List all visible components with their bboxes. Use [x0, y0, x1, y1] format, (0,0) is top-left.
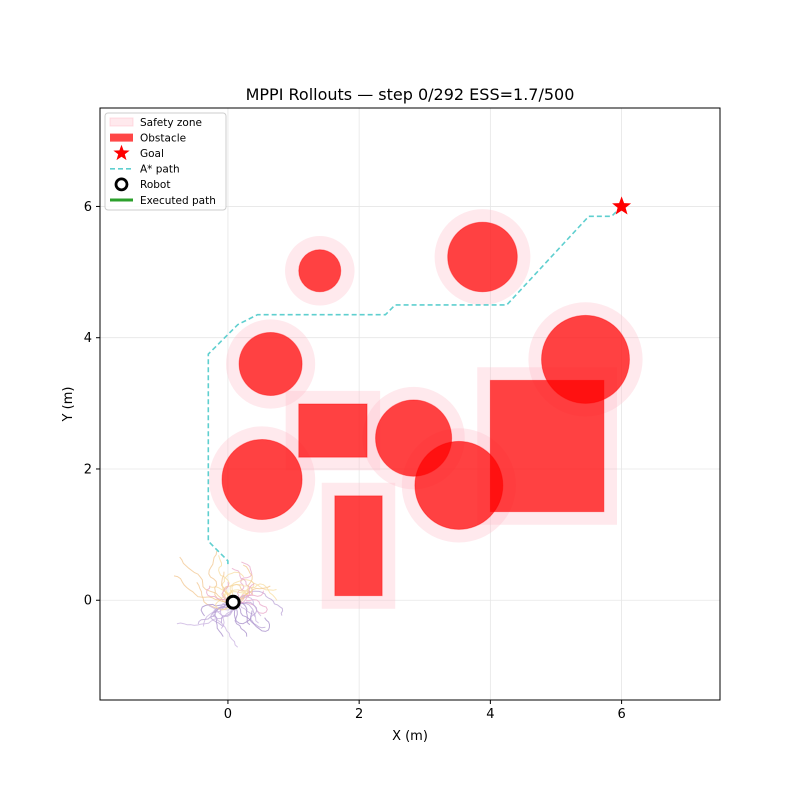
rollout-trace [229, 578, 277, 603]
plot-content [173, 196, 643, 648]
circle-obstacle [221, 438, 303, 521]
astar-path-line [207, 205, 623, 565]
axes-frame [99, 107, 721, 701]
legend-label: Goal [140, 148, 164, 160]
x-tick-label: 4 [486, 707, 494, 722]
rollout-trace [208, 551, 234, 603]
rollout-trace [215, 589, 250, 611]
rollout-trace [232, 590, 284, 616]
y-tick-label: 4 [84, 331, 92, 346]
legend-box [104, 112, 227, 211]
rect-obstacle [334, 495, 383, 597]
legend: Safety zone Obstacle Goal A* path Robot Execu… [104, 112, 227, 211]
x-tick-label: 6 [617, 707, 625, 722]
circle-obstacle [298, 249, 342, 293]
legend-swatch-goal [113, 144, 130, 161]
legend-swatch-obstacle [110, 133, 133, 142]
x-tick-label: 2 [355, 707, 363, 722]
legend-items: Safety zone Obstacle Goal A* path Robot Execu… [109, 117, 216, 207]
robot-marker [225, 594, 241, 610]
circle-obstacle [447, 221, 518, 293]
circle-obstacle [238, 331, 303, 396]
y-axis-label: Y (m) [61, 387, 76, 423]
y-tick-label: 6 [84, 200, 92, 215]
x-axis-label: X (m) [392, 729, 428, 744]
chart-title: MPPI Rollouts — step 0/292 ESS=1.7/500 [246, 85, 575, 104]
legend-label: A* path [140, 164, 180, 176]
legend-label: Safety zone [140, 117, 202, 129]
y-tick-label: 2 [84, 462, 92, 477]
legend-swatch-robot [114, 177, 129, 192]
circle-obstacle [414, 440, 504, 530]
rollout-trace [214, 601, 234, 637]
rollout-trace [233, 564, 253, 603]
obstacles [221, 221, 630, 597]
legend-label: Executed path [140, 195, 216, 207]
goal-star-marker [612, 196, 632, 215]
legend-swatch-safety-zone [109, 117, 134, 127]
y-tick-label: 0 [84, 594, 92, 609]
rect-obstacle [298, 403, 368, 458]
rollout-trace [232, 601, 271, 632]
x-tick-label: 0 [224, 707, 232, 722]
rollout-trace [232, 561, 253, 603]
rollout-trace [232, 583, 278, 603]
markers [225, 196, 632, 610]
legend-label: Obstacle [140, 132, 186, 144]
circle-obstacle [541, 314, 630, 404]
ticks: 0 2 4 6 0 2 4 6 [84, 200, 626, 722]
legend-label: Robot [140, 179, 170, 191]
